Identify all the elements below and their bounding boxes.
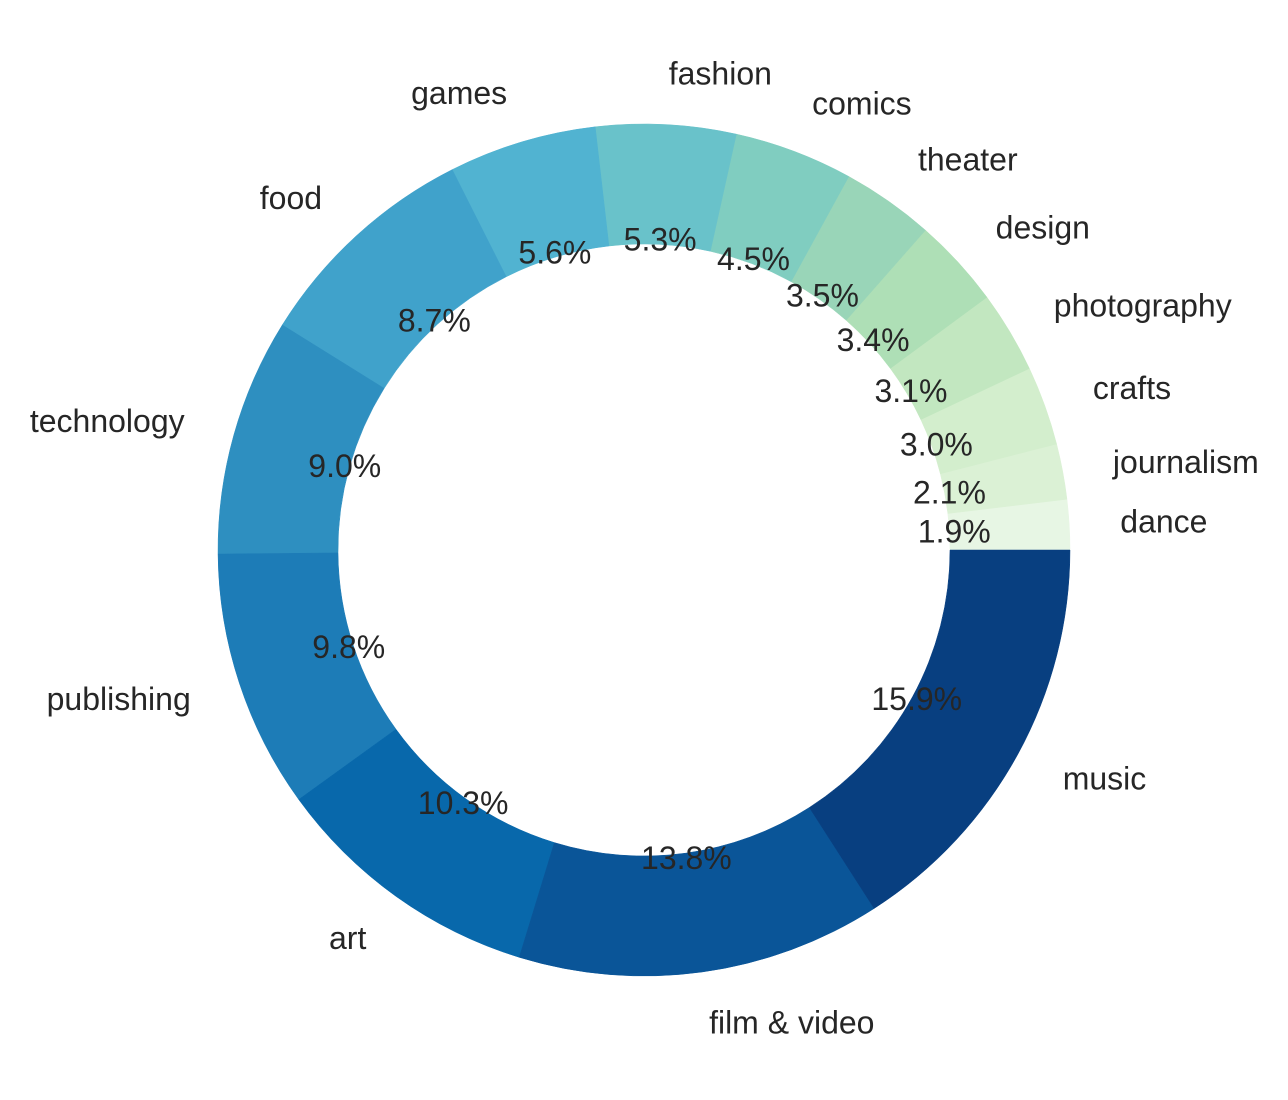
category-label-film-video: film & video — [709, 1005, 874, 1041]
percent-label-film-video: 13.8% — [641, 840, 732, 876]
category-label-fashion: fashion — [669, 56, 772, 92]
percent-label-games: 5.6% — [518, 234, 591, 270]
percent-label-journalism: 2.1% — [913, 475, 986, 511]
percent-label-theater: 3.5% — [786, 278, 859, 314]
category-label-photography: photography — [1054, 288, 1232, 324]
category-label-design: design — [996, 210, 1090, 246]
percent-label-group: 1.9%2.1% 3.0% 3.1% 3.4% 3.5%4.5% 5.3% 5.6% 8.7%… — [308, 222, 990, 876]
percent-label-publishing: 9.8% — [312, 629, 385, 665]
category-label-group: dance journalism crafts photography design th… — [30, 56, 1259, 1041]
category-label-theater: theater — [918, 141, 1018, 177]
category-label-dance: dance — [1120, 504, 1207, 540]
category-label-technology: technology — [30, 403, 185, 439]
category-label-publishing: publishing — [47, 681, 191, 717]
wedge-film-video — [518, 807, 875, 977]
category-label-comics: comics — [812, 85, 912, 121]
percent-label-comics: 4.5% — [717, 241, 790, 277]
percent-label-technology: 9.0% — [308, 448, 381, 484]
category-label-food: food — [260, 180, 322, 216]
percent-label-food: 8.7% — [398, 303, 471, 339]
percent-label-fashion: 5.3% — [624, 222, 697, 258]
percent-label-crafts: 3.0% — [900, 427, 973, 463]
percent-label-dance: 1.9% — [918, 513, 991, 549]
category-label-games: games — [411, 75, 507, 111]
percent-label-design: 3.4% — [837, 322, 910, 358]
category-label-art: art — [329, 920, 366, 956]
category-label-crafts: crafts — [1093, 370, 1171, 406]
percent-label-art: 10.3% — [418, 785, 509, 821]
category-label-journalism: journalism — [1112, 444, 1259, 480]
percent-label-photography: 3.1% — [874, 373, 947, 409]
category-label-music: music — [1063, 761, 1147, 797]
wedge-group — [217, 123, 1071, 977]
wedge-music — [808, 549, 1071, 909]
percent-label-music: 15.9% — [871, 681, 962, 717]
